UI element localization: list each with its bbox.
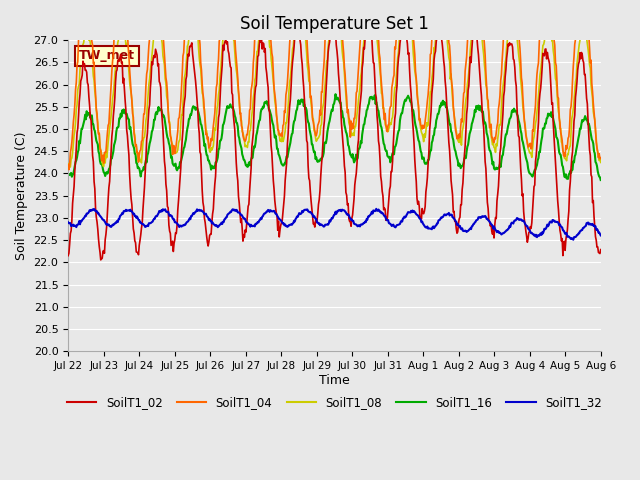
Title: Soil Temperature Set 1: Soil Temperature Set 1 bbox=[240, 15, 429, 33]
Text: TW_met: TW_met bbox=[79, 49, 135, 62]
X-axis label: Time: Time bbox=[319, 374, 350, 387]
Y-axis label: Soil Temperature (C): Soil Temperature (C) bbox=[15, 132, 28, 260]
Legend: SoilT1_02, SoilT1_04, SoilT1_08, SoilT1_16, SoilT1_32: SoilT1_02, SoilT1_04, SoilT1_08, SoilT1_… bbox=[62, 391, 607, 414]
